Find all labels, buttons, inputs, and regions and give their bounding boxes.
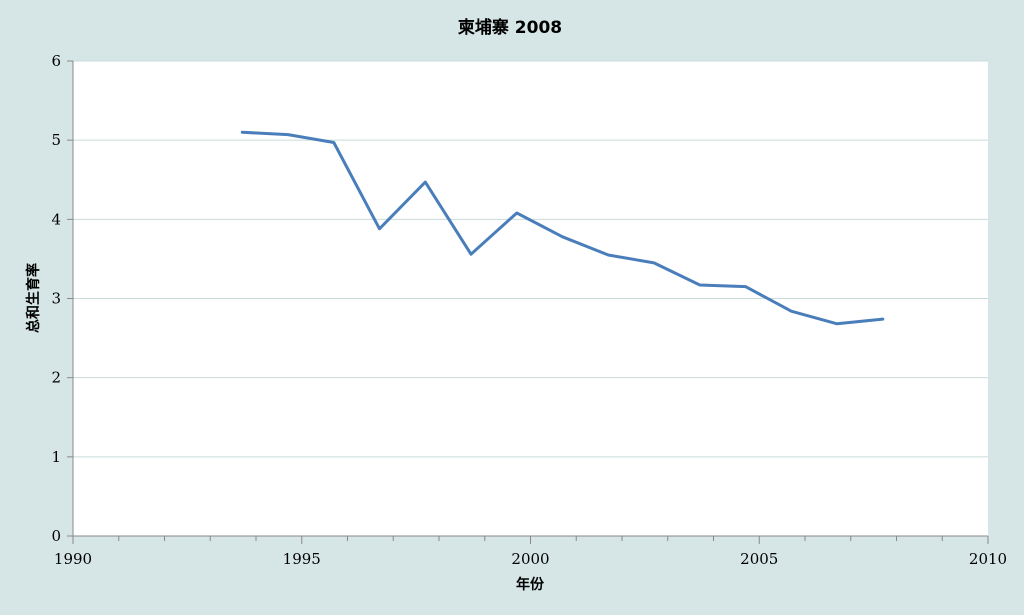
data-series (240, 130, 885, 326)
y-axis-ticks: 0 1 2 3 4 5 6 (51, 52, 73, 545)
y-tick-label: 0 (51, 527, 61, 545)
y-tick-label: 1 (51, 448, 61, 466)
x-tick-label: 1995 (283, 550, 321, 568)
x-axis-label: 年份 (516, 576, 545, 593)
y-tick-label: 4 (51, 210, 61, 228)
x-tick-label: 2005 (740, 550, 778, 568)
y-tick-label: 5 (51, 131, 61, 149)
x-tick-label: 2000 (511, 550, 549, 568)
x-tick-label: 2010 (969, 550, 1007, 568)
series-line (240, 130, 885, 326)
y-tick-label: 2 (51, 369, 61, 387)
y-axis-label: 总和生育率 (25, 263, 42, 333)
x-axis-ticks: 1990 1995 2000 2005 2010 (54, 536, 1007, 568)
y-tick-label: 6 (51, 52, 61, 70)
y-tick-label: 3 (51, 290, 61, 308)
chart-title: 柬埔寨 2008 (458, 17, 562, 38)
x-tick-label: 1990 (54, 550, 92, 568)
